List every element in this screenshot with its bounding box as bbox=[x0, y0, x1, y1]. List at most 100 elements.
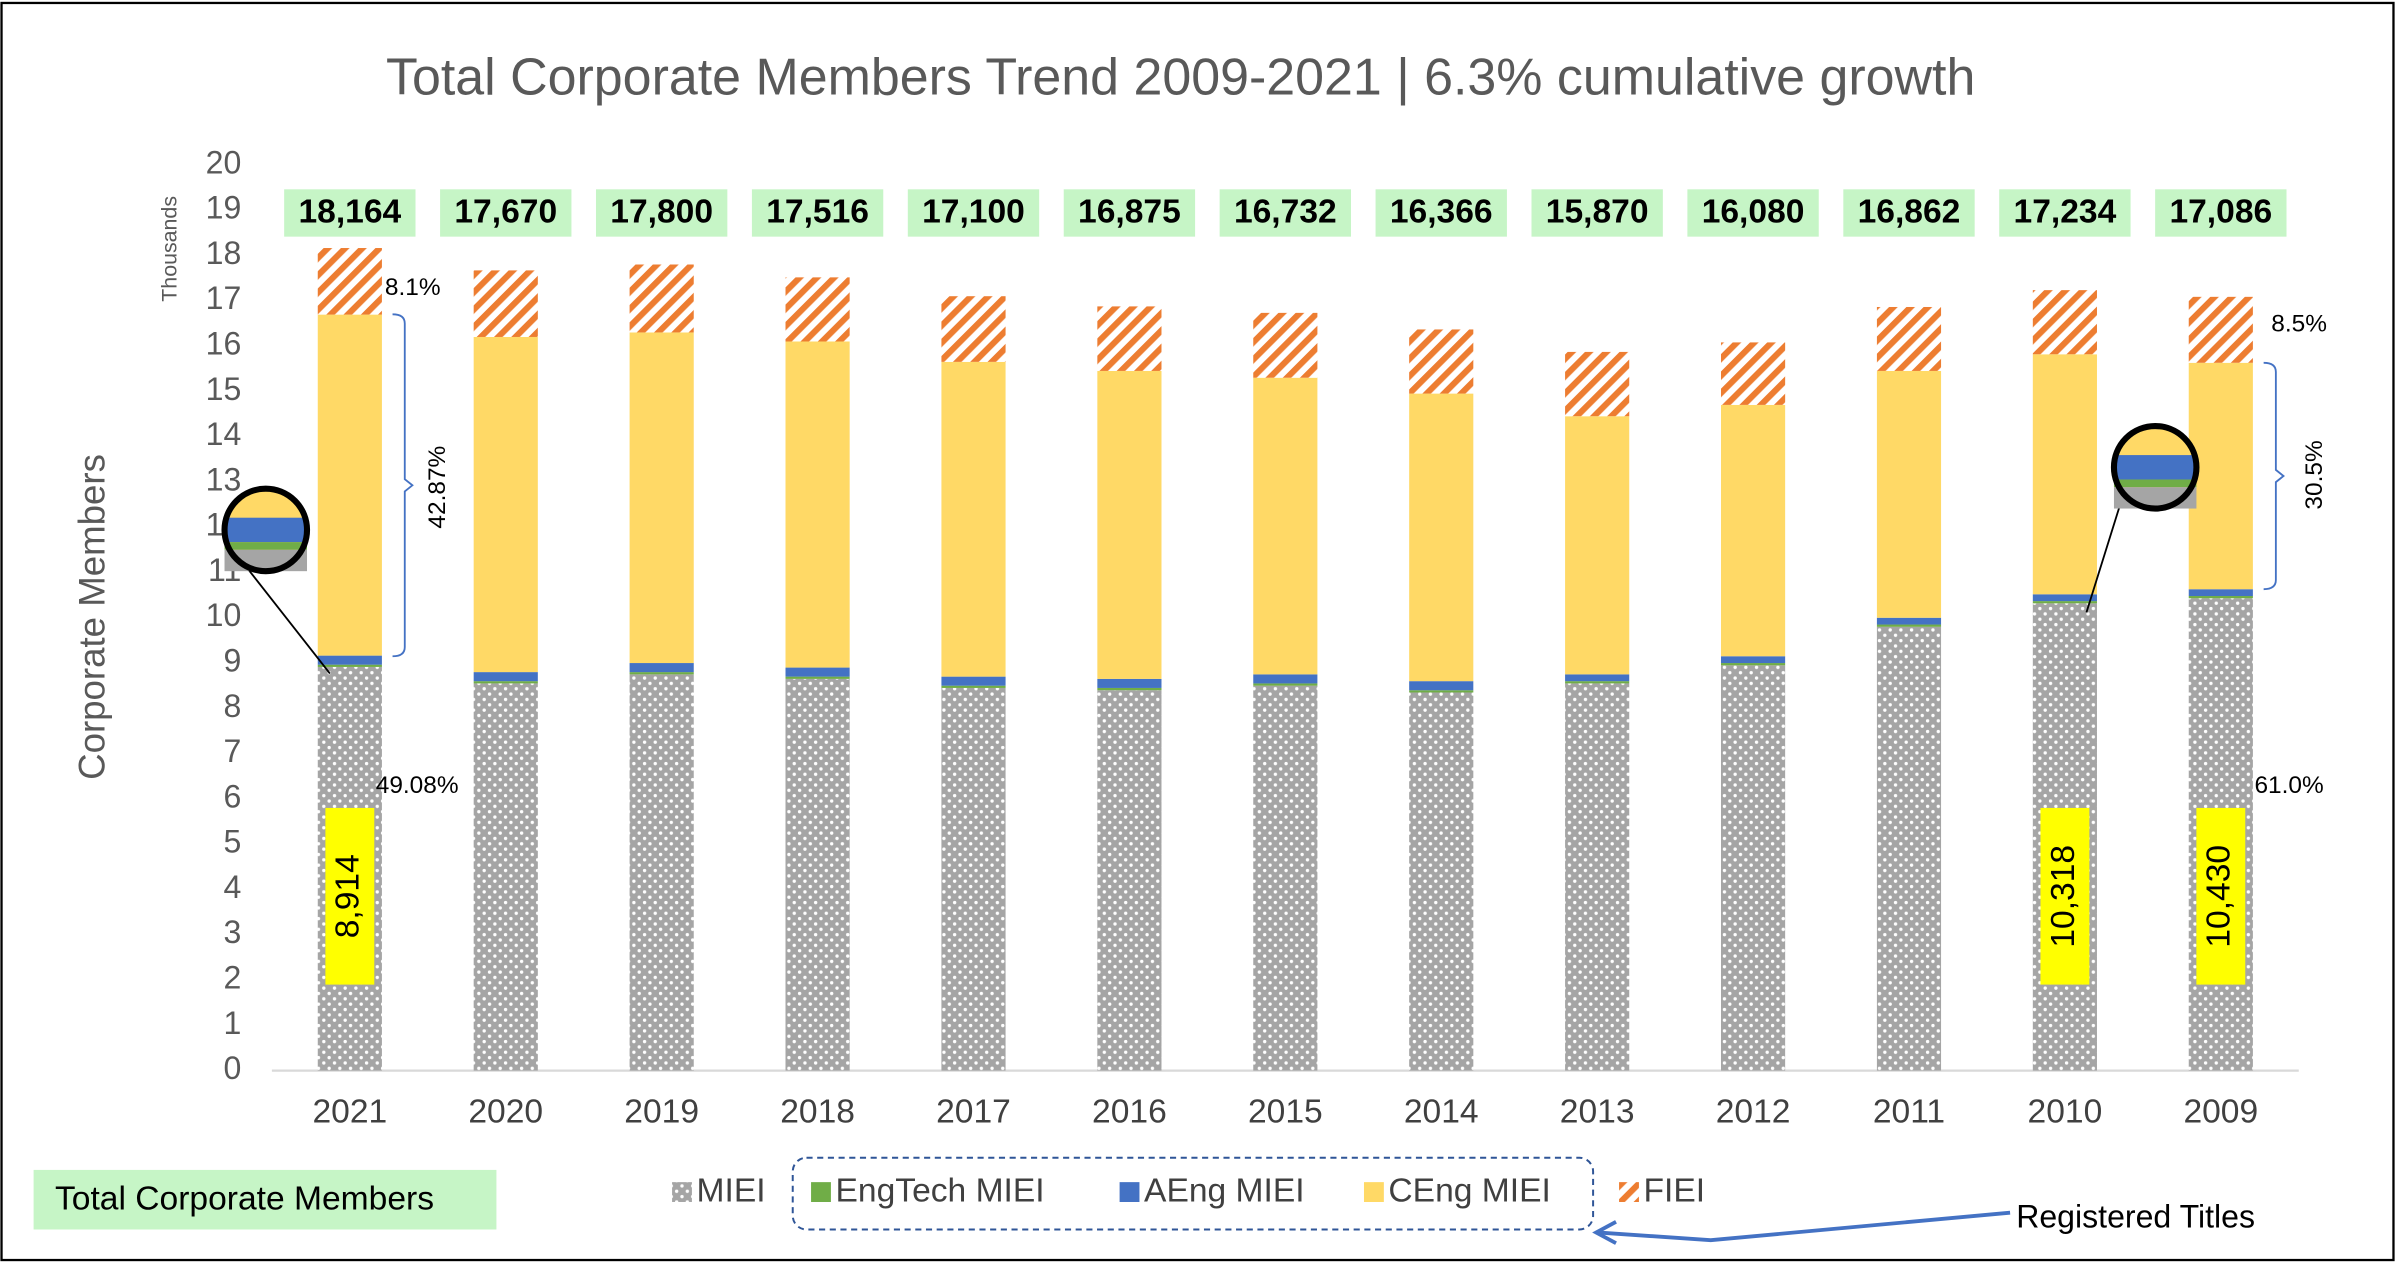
bar-segment bbox=[941, 296, 1006, 362]
total-label: 16,732 bbox=[1234, 194, 1337, 231]
bar-segment bbox=[785, 676, 850, 679]
y-tick-label: 3 bbox=[223, 914, 241, 950]
bar-segment bbox=[2188, 589, 2253, 597]
bar-segment bbox=[317, 248, 382, 315]
legend-swatch bbox=[672, 1182, 692, 1202]
value-label-box bbox=[325, 807, 375, 985]
annotation: 30.5% bbox=[2301, 440, 2328, 509]
x-tick-label: 2019 bbox=[624, 1093, 699, 1130]
bar-segment bbox=[629, 332, 694, 664]
y-tick-label: 5 bbox=[223, 824, 241, 860]
zoom-band bbox=[2113, 479, 2197, 488]
bar-segment bbox=[2032, 601, 2097, 604]
legend-label: EngTech MIEI bbox=[836, 1173, 1045, 1210]
bar-segment bbox=[1720, 342, 1786, 405]
y-tick-label: 7 bbox=[223, 733, 241, 769]
bar-segment bbox=[1097, 687, 1162, 691]
total-label-box bbox=[1531, 189, 1663, 237]
annotation: 49.08% bbox=[376, 772, 459, 799]
bar-segment bbox=[317, 655, 382, 665]
bar-segment bbox=[473, 672, 538, 682]
bar-segment bbox=[2188, 596, 2253, 599]
bar-segment bbox=[1097, 690, 1162, 1071]
bar-segment bbox=[629, 674, 694, 1071]
bar-segment bbox=[1097, 306, 1162, 371]
total-label: 17,086 bbox=[2169, 194, 2272, 231]
bar-segment bbox=[2032, 290, 2097, 355]
bar-segment bbox=[1876, 617, 1942, 625]
zoom-line bbox=[234, 552, 331, 675]
bar-segment bbox=[473, 681, 538, 684]
bar-segment bbox=[1876, 370, 1942, 618]
total-label-box bbox=[1843, 189, 1975, 237]
total-label-box bbox=[595, 189, 728, 237]
bar-segment bbox=[1253, 685, 1318, 1071]
legend-label: MIEI bbox=[697, 1173, 766, 1210]
zoom-band bbox=[224, 517, 308, 543]
total-label-box bbox=[284, 189, 416, 237]
x-tick-label: 2014 bbox=[1404, 1093, 1479, 1130]
bar-segment bbox=[941, 676, 1006, 686]
y-tick-label: 0 bbox=[223, 1050, 241, 1086]
bar-segment bbox=[1253, 683, 1318, 686]
bar-segment bbox=[1097, 678, 1162, 688]
bar-segment bbox=[1409, 690, 1474, 693]
x-tick-label: 2011 bbox=[1873, 1093, 1945, 1130]
y-tick-label: 8 bbox=[223, 688, 241, 724]
bar-segment bbox=[2188, 362, 2253, 590]
bar-segment bbox=[629, 672, 694, 675]
legend-label: FIEI bbox=[1644, 1173, 1706, 1210]
bar-segment bbox=[317, 314, 382, 656]
zoom-line bbox=[2085, 489, 2126, 613]
total-label: 16,080 bbox=[1702, 194, 1805, 231]
bar-segment bbox=[473, 336, 538, 673]
annotation: 8.1% bbox=[385, 274, 441, 301]
zoom-circle bbox=[2110, 423, 2200, 512]
annotation: 61.0% bbox=[2254, 772, 2323, 799]
zoom-circle bbox=[221, 485, 311, 575]
legend-swatch bbox=[1119, 1182, 1140, 1202]
bar-segment bbox=[941, 685, 1006, 688]
total-label: 16,875 bbox=[1078, 194, 1181, 231]
bar-segment bbox=[1409, 681, 1474, 691]
total-label-box bbox=[1375, 189, 1507, 237]
x-tick-label: 2013 bbox=[1560, 1093, 1635, 1130]
value-label-box bbox=[2196, 807, 2246, 985]
total-label: 17,234 bbox=[2014, 194, 2117, 231]
bar-segment bbox=[1876, 624, 1942, 627]
bar-segment bbox=[785, 341, 850, 668]
bar-segment bbox=[629, 264, 694, 333]
bar-segment bbox=[1876, 306, 1942, 371]
total-label-box bbox=[440, 189, 572, 237]
x-tick-label: 2017 bbox=[936, 1093, 1011, 1130]
bar-segment bbox=[1565, 683, 1630, 1071]
total-label-box bbox=[2155, 189, 2287, 237]
total-label: 16,862 bbox=[1858, 194, 1961, 231]
annotation: Registered Titles bbox=[2016, 1198, 2255, 1234]
y-tick-label: 16 bbox=[206, 325, 242, 361]
bar-segment bbox=[1876, 626, 1942, 1071]
bar-segment bbox=[1565, 416, 1630, 675]
legend-label: AEng MIEI bbox=[1144, 1173, 1305, 1210]
zoom-band bbox=[2113, 455, 2197, 480]
bar-segment bbox=[1720, 404, 1786, 657]
legend-total-box bbox=[33, 1169, 497, 1230]
x-tick-label: 2018 bbox=[780, 1093, 855, 1130]
bar-segment bbox=[1409, 329, 1474, 394]
total-label: 15,870 bbox=[1546, 194, 1649, 231]
value-label: 10,430 bbox=[2201, 845, 2238, 948]
value-label-box bbox=[2040, 807, 2090, 985]
legend-swatch bbox=[1619, 1182, 1639, 1202]
total-label: 17,800 bbox=[610, 194, 713, 231]
y-tick-label: 6 bbox=[223, 778, 241, 814]
total-label-box bbox=[907, 189, 1040, 237]
bar-segment bbox=[1565, 674, 1630, 682]
value-label: 8,914 bbox=[330, 854, 367, 938]
arrow-head bbox=[1592, 1220, 1617, 1245]
total-label: 17,516 bbox=[766, 194, 869, 231]
bar-segment bbox=[1720, 665, 1786, 1071]
chart-title: Total Corporate Members Trend 2009-2021 … bbox=[386, 49, 1975, 107]
bar-segment bbox=[941, 361, 1006, 677]
bar-segment bbox=[1253, 377, 1318, 675]
y-tick-label: 19 bbox=[206, 190, 242, 226]
